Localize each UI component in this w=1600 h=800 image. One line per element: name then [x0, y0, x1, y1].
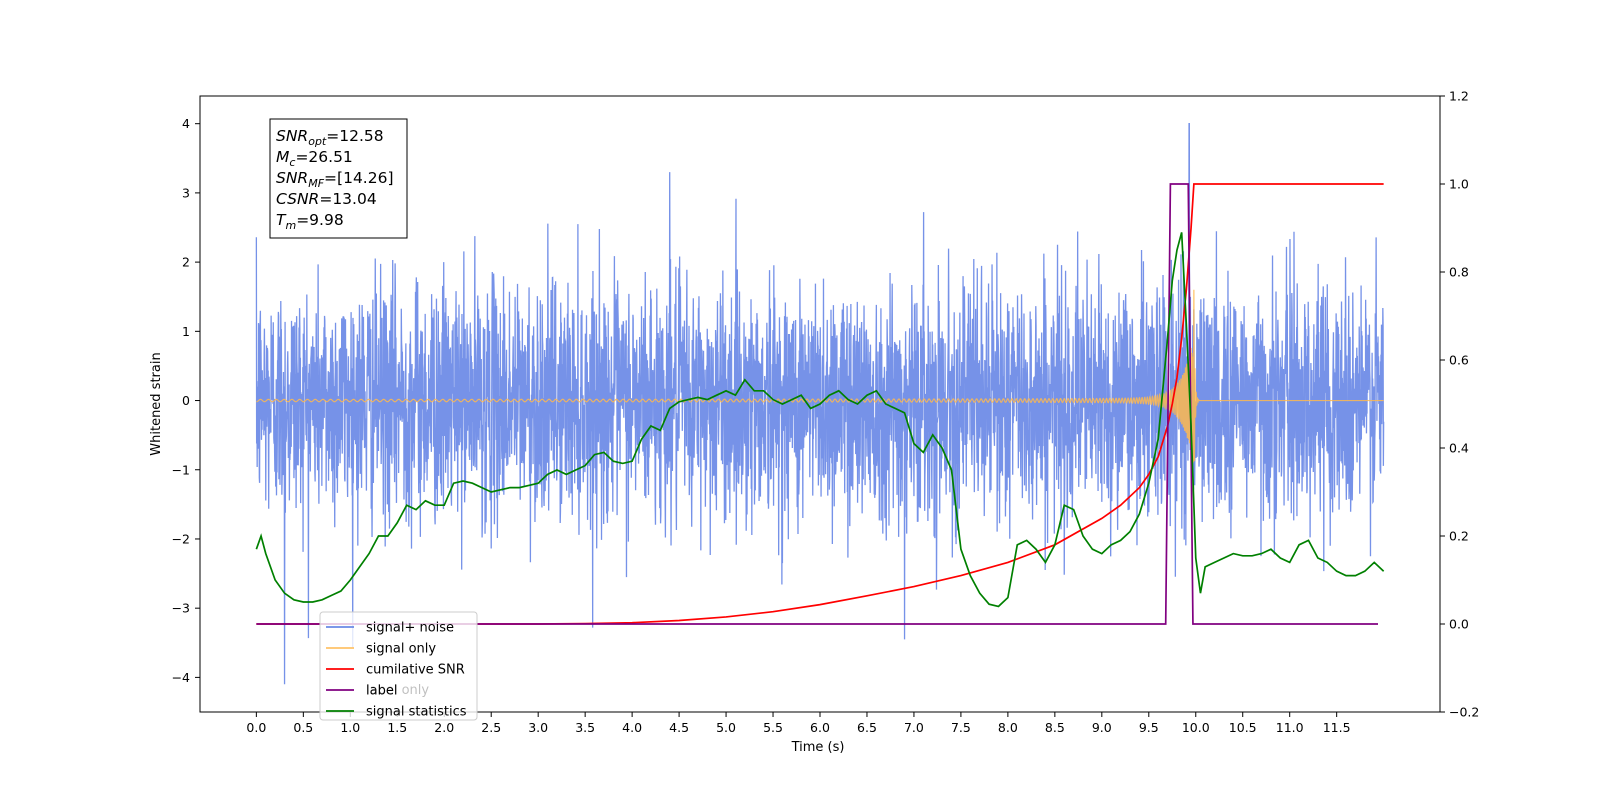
- annotation-value: =9.98: [296, 211, 344, 229]
- x-tick-label: 8.5: [1045, 720, 1065, 735]
- annotation-frame: [269, 118, 408, 239]
- series-signal-only: [256, 289, 1384, 464]
- x-tick-label: 3.0: [528, 720, 548, 735]
- x-tick-label: 6.5: [857, 720, 877, 735]
- x-tick-label: 11.0: [1276, 720, 1304, 735]
- signal-only-line: [256, 289, 1384, 464]
- legend: label only signal+ noise signal only cumila…: [319, 611, 478, 721]
- y-left-tick-label: −3: [172, 601, 190, 616]
- y-left-tick-label: 1: [182, 324, 190, 339]
- y-right-tick-label: 0.4: [1449, 441, 1469, 456]
- x-tick-label: 7.0: [904, 720, 924, 735]
- y-right-tick-label: 0.0: [1449, 617, 1469, 632]
- y-left-tick-label: −2: [172, 531, 190, 546]
- annotation-subscript: m: [285, 219, 296, 232]
- legend-entry: signal only: [366, 642, 436, 657]
- legend-entry: signal statistics: [366, 705, 467, 720]
- series-cumulative-snr: [256, 183, 1384, 625]
- y-axis-right: 1.2 1.0 0.8 0.6 0.4 0.2 0.0 −0.2: [1440, 89, 1479, 720]
- x-tick-label: 2.0: [434, 720, 454, 735]
- x-tick-label: 11.5: [1323, 720, 1351, 735]
- annotation-line: SNRMF=[14.26]: [276, 169, 394, 190]
- y-left-tick-label: 4: [182, 116, 190, 131]
- annotation-subscript: opt: [308, 135, 327, 148]
- legend-frame: [319, 611, 478, 721]
- annotation-symbol: M: [276, 148, 289, 166]
- y-left-tick-label: −1: [172, 462, 190, 477]
- y-left-tick-label: 3: [182, 185, 190, 200]
- x-tick-label: 0.0: [246, 720, 266, 735]
- annotation-symbol: CSNR: [276, 190, 319, 208]
- annotation-symbol: SNR: [276, 127, 308, 145]
- y-right-tick-label: 0.6: [1449, 353, 1469, 368]
- y-right-tick-label: 0.2: [1449, 529, 1469, 544]
- y-right-tick-label: 1.0: [1449, 177, 1469, 192]
- x-tick-label: 2.5: [481, 720, 501, 735]
- annotation-line: Tm=9.98: [276, 211, 344, 232]
- y-axis-label-left: Whitened strain: [149, 352, 164, 455]
- legend-entry: cumilative SNR: [366, 663, 465, 678]
- annotation-value: =[14.26]: [324, 169, 393, 187]
- x-tick-label: 9.5: [1139, 720, 1159, 735]
- signal-statistics-line: [255, 232, 1385, 608]
- x-tick-label: 5.0: [716, 720, 736, 735]
- series-label: [256, 183, 1378, 625]
- y-right-tick-label: 0.8: [1449, 265, 1469, 280]
- y-left-tick-label: 2: [182, 255, 190, 270]
- x-tick-label: 5.5: [763, 720, 783, 735]
- legend-entry-hidden: label only: [366, 683, 429, 698]
- x-axis: 0.0 0.5 1.0 1.5 2.0 2.5 3.0 3.5 4.0 4.5 5.0 5.5 6.0 6…: [246, 712, 1351, 735]
- x-tick-label: 6.0: [810, 720, 830, 735]
- x-tick-label: 7.5: [951, 720, 971, 735]
- x-tick-label: 4.5: [669, 720, 689, 735]
- x-tick-label: 0.5: [293, 720, 313, 735]
- x-tick-label: 3.5: [575, 720, 595, 735]
- legend-entry: signal+ noise: [366, 621, 454, 636]
- y-right-tick-label: 1.2: [1449, 89, 1469, 104]
- y-right-tick-label: −0.2: [1449, 705, 1479, 720]
- annotation-symbol: T: [276, 211, 287, 229]
- annotation-value: =26.51: [295, 148, 352, 166]
- annotation-subscript: c: [289, 156, 295, 169]
- y-axis-left: 4 3 2 1 0 −1 −2 −3 −4: [172, 116, 200, 685]
- cumulative-snr-line: [256, 183, 1384, 625]
- annotation-box: SNRopt=12.58Mc=26.51SNRMF=[14.26]CSNR=13…: [269, 118, 408, 239]
- x-tick-label: 1.0: [340, 720, 360, 735]
- annotation-value: =12.58: [326, 127, 383, 145]
- annotation-line: Mc=26.51: [276, 148, 353, 169]
- x-axis-label: Time (s): [791, 740, 845, 755]
- annotation-line: SNRopt=12.58: [276, 127, 384, 148]
- y-left-tick-label: −4: [172, 670, 190, 685]
- annotation-value: =13.04: [319, 190, 376, 208]
- x-tick-label: 9.0: [1092, 720, 1112, 735]
- y-left-tick-label: 0: [182, 393, 190, 408]
- series-signal-statistics: [255, 232, 1385, 608]
- legend-entry: label: [366, 684, 397, 699]
- label-line: [256, 183, 1378, 625]
- x-tick-label: 10.5: [1229, 720, 1257, 735]
- x-tick-label: 8.0: [998, 720, 1018, 735]
- annotation-subscript: MF: [308, 177, 324, 190]
- annotation-line: CSNR=13.04: [276, 190, 377, 208]
- annotation-symbol: SNR: [276, 169, 308, 187]
- x-tick-label: 10.0: [1182, 720, 1210, 735]
- x-tick-label: 1.5: [387, 720, 407, 735]
- x-tick-label: 4.0: [622, 720, 642, 735]
